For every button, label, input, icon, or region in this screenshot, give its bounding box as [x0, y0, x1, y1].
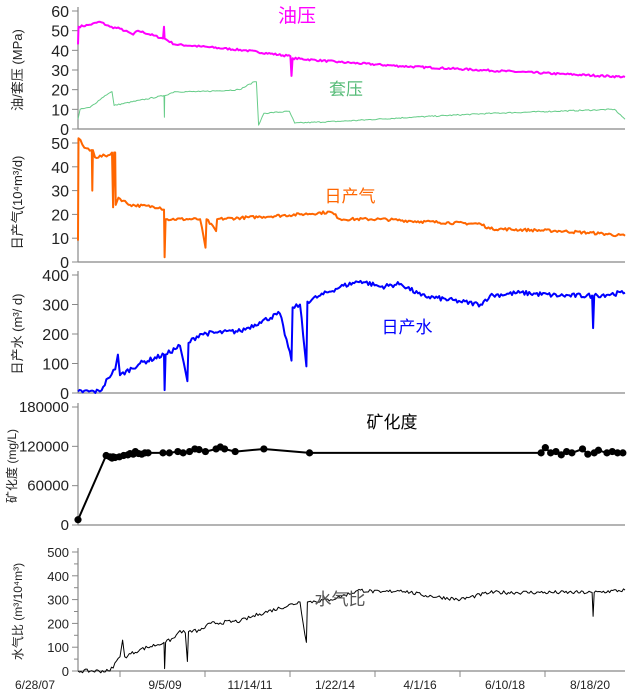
- data-point: [541, 444, 549, 452]
- y-tick-label: 300: [42, 298, 69, 315]
- label-water-gas-ratio: 水气比: [315, 590, 366, 609]
- label-oil-pressure: 油压: [278, 5, 316, 27]
- data-point: [179, 449, 187, 457]
- series-line-gas: [77, 137, 626, 259]
- label-casing-pressure: 套压: [329, 80, 363, 99]
- y-tick-label: 30: [51, 63, 69, 80]
- y-tick-label: 10: [51, 102, 69, 119]
- x-tick-label: 1/22/14: [315, 678, 355, 692]
- data-point: [578, 445, 587, 453]
- data-point: [159, 449, 167, 457]
- y-tick-label: 180000: [19, 399, 69, 416]
- data-point: [74, 516, 82, 524]
- y-tick-label: 200: [42, 327, 69, 344]
- x-tick-label: 4/1/16: [403, 678, 437, 692]
- series-line-pressure: [77, 20, 626, 79]
- data-point: [537, 449, 545, 457]
- x-tick-label: 6/10/18: [485, 678, 525, 692]
- x-tick-label: 8/18/20: [570, 678, 610, 692]
- panel-pressure: 0 10 20 30 40 50 60 油/套压 (MPa): [10, 4, 626, 139]
- y-axis-label: 油/套压 (MPa): [10, 29, 25, 111]
- y-tick-label: 500: [47, 545, 69, 560]
- data-point: [557, 451, 565, 459]
- series-line-pressure: [77, 81, 626, 126]
- data-point: [165, 449, 173, 457]
- y-tick-label: 40: [51, 160, 69, 177]
- y-tick-label: 100: [47, 640, 69, 655]
- y-tick-label: 0: [60, 386, 69, 403]
- data-point: [594, 446, 603, 454]
- y-tick-label: 40: [51, 43, 69, 60]
- y-tick-label: 20: [51, 207, 69, 224]
- y-tick-label: 200: [47, 616, 69, 631]
- y-tick-label: 20: [51, 83, 69, 100]
- data-point: [619, 449, 627, 457]
- series-line-wgr: [77, 588, 626, 674]
- x-tick-label: 9/5/09: [148, 678, 182, 692]
- panel-wgr: 0 100 200 300 400 500 水气比 (m³/10⁴m³) 6/28/07 9/5…: [10, 545, 626, 692]
- y-axis-label: 日产水 (m³/ d): [10, 294, 25, 375]
- data-point: [552, 447, 560, 456]
- data-point: [231, 447, 239, 456]
- y-tick-label: 300: [47, 593, 69, 608]
- y-tick-label: 0: [60, 255, 69, 272]
- x-tick-label: 6/28/07: [15, 678, 55, 692]
- panel-water: 0 100 200 300 400 日产水 (m³/ d): [10, 268, 626, 403]
- y-tick-label: 0: [60, 122, 69, 139]
- y-tick-label: 100: [42, 357, 69, 374]
- data-point: [260, 445, 268, 453]
- y-tick-label: 50: [51, 24, 69, 41]
- y-tick-label: 60000: [27, 478, 69, 495]
- y-tick-label: 50: [51, 136, 69, 153]
- y-tick-label: 10: [51, 231, 69, 248]
- label-salinity: 矿化度: [367, 413, 418, 432]
- y-axis-label: 矿化度 (mg/L): [4, 429, 19, 503]
- data-point: [584, 450, 592, 458]
- y-tick-label: 60: [51, 4, 69, 21]
- panel-gas: 0 10 20 30 40 50 日产气(10⁴m³/d): [10, 136, 626, 272]
- data-point: [195, 446, 203, 454]
- series-line-salinity: [77, 446, 623, 521]
- y-axis-label: 日产气(10⁴m³/d): [10, 156, 25, 250]
- x-tick-label: 11/14/11: [228, 678, 273, 692]
- y-tick-label: 400: [42, 268, 69, 285]
- data-point: [305, 449, 314, 457]
- y-tick-label: 30: [51, 184, 69, 201]
- data-point: [144, 449, 152, 457]
- y-tick-label: 120000: [19, 438, 69, 455]
- series-line-water: [77, 279, 626, 394]
- data-point: [220, 445, 229, 453]
- data-point: [201, 447, 210, 456]
- y-axis-label: 水气比 (m³/10⁴m³): [10, 563, 25, 660]
- y-tick-label: 0: [62, 664, 69, 679]
- label-daily-water: 日产水: [382, 318, 433, 337]
- label-daily-gas: 日产气: [325, 187, 376, 206]
- y-tick-label: 0: [61, 517, 69, 534]
- data-point: [613, 449, 622, 457]
- data-point: [568, 449, 576, 457]
- y-tick-label: 400: [47, 569, 69, 584]
- data-point: [185, 447, 194, 456]
